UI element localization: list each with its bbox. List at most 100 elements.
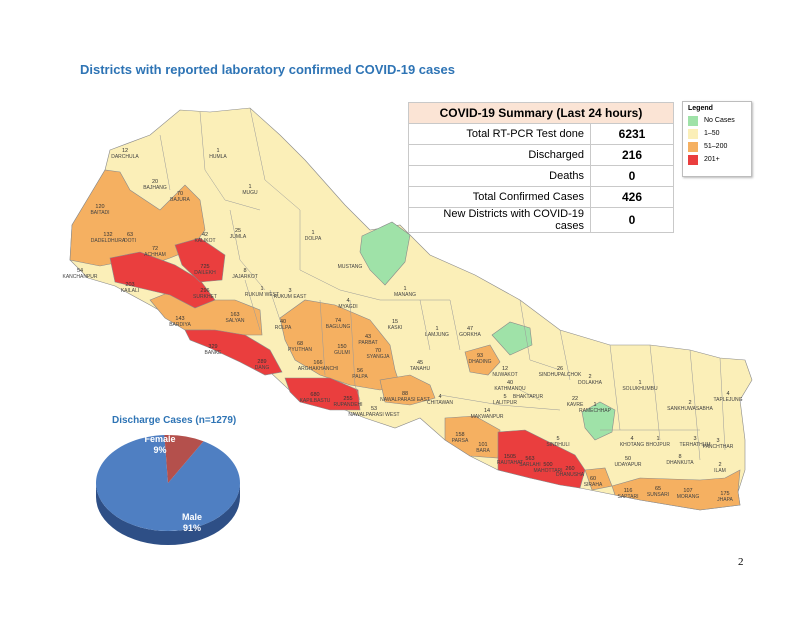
legend-item: No Cases [683, 114, 751, 127]
pie-pct-female: 9% [153, 445, 166, 455]
summary-row: New Districts with COVID-19 cases 0 [408, 207, 674, 233]
district-count: 63 [127, 232, 133, 238]
district-name: RAUTAHAT [497, 460, 523, 466]
pie-pct-male: 91% [183, 523, 201, 533]
district-count: 5 [556, 436, 559, 442]
district-name: KAILALI [121, 288, 139, 294]
region-ramechhap-green [581, 401, 616, 441]
district-name: TANAHU [410, 366, 431, 372]
district-count: 74 [335, 318, 341, 324]
district-count: 3 [288, 288, 291, 294]
page-number: 2 [738, 556, 744, 568]
district-count: 5 [503, 394, 506, 400]
region-manang-green [359, 221, 411, 286]
district-count: 158 [455, 432, 464, 438]
district-count: 26 [557, 366, 563, 372]
district-name: SIRAHA [584, 482, 603, 488]
district-count: 203 [125, 282, 134, 288]
district-name: MORANG [677, 494, 700, 500]
summary-value: 216 [590, 144, 674, 166]
district-name: MANANG [394, 292, 416, 298]
summary-row: Total RT-PCR Test done 6231 [408, 123, 674, 145]
district-name: BAITADI [90, 210, 109, 216]
district-name: TAPLEJUNG [713, 397, 742, 403]
district-name: BAJURA [170, 197, 190, 203]
district-name: DOLPA [305, 236, 322, 242]
district-name: DANG [255, 365, 270, 371]
district-name: RAMECHHAP [579, 408, 612, 414]
map-legend: Legend No Cases 1–50 51–200 201+ [682, 101, 752, 177]
district-name: ARGHAKHANCHI [298, 366, 338, 372]
district-name: SALYAN [226, 318, 245, 324]
district-name: NAWALPARASI WEST [348, 412, 399, 418]
district-name: RUPANDEHI [333, 402, 362, 408]
district-count: 329 [208, 344, 217, 350]
district-name: HUMLA [209, 154, 227, 160]
district-name: ILAM [714, 468, 726, 474]
district-count: 56 [357, 368, 363, 374]
page-title: Districts with reported laboratory confi… [80, 62, 455, 77]
legend-label: 51–200 [704, 143, 728, 150]
district-name: BARDIYA [169, 322, 191, 328]
district-name: GORKHA [459, 332, 481, 338]
district-name: DHANKUTA [666, 460, 694, 466]
district-count: 15 [392, 319, 398, 325]
region-kailali-red [109, 251, 216, 309]
district-count: 54 [77, 268, 83, 274]
region-rasuwa-green [491, 321, 533, 356]
district-name: BANKE [205, 350, 223, 356]
district-count: 163 [230, 312, 239, 318]
district-count: 12 [122, 148, 128, 154]
district-count: 42 [202, 232, 208, 238]
district-count: 93 [477, 353, 483, 359]
district-count: 101 [478, 442, 487, 448]
district-name: UDAYAPUR [614, 462, 641, 468]
district-count: 25 [235, 228, 241, 234]
legend-item: 201+ [683, 153, 751, 166]
legend-item: 1–50 [683, 127, 751, 140]
district-name: BAGLUNG [326, 324, 351, 330]
district-name: SAPTARI [617, 494, 638, 500]
summary-row: Total Confirmed Cases 426 [408, 186, 674, 208]
district-count: 47 [467, 326, 473, 332]
district-count: 3 [693, 436, 696, 442]
district-name: DHANUSHA [556, 472, 585, 478]
district-count: 43 [365, 334, 371, 340]
pie-slice-female [164, 435, 204, 483]
district-name: DOTI [124, 238, 136, 244]
legend-swatch [688, 115, 698, 126]
legend-item: 51–200 [683, 140, 751, 153]
district-name: SARLAHI [519, 462, 540, 468]
legend-swatch [688, 141, 698, 152]
region-madhesh-red [497, 429, 586, 489]
district-count: 60 [590, 476, 596, 482]
district-count: 40 [507, 380, 513, 386]
district-name: TERHATHUM [679, 442, 710, 448]
district-count: 22 [572, 396, 578, 402]
district-count: 8 [678, 454, 681, 460]
district-name: SANKHUWASABHA [667, 406, 713, 412]
district-count: 132 [103, 232, 112, 238]
legend-label: 1–50 [704, 130, 720, 137]
district-count: 1 [435, 326, 438, 332]
region-nawalparasi-orange [379, 374, 436, 406]
district-count: 500 [543, 462, 552, 468]
district-count: 88 [402, 391, 408, 397]
district-borders [159, 107, 726, 461]
district-count: 14 [484, 408, 490, 414]
district-count: 563 [525, 456, 534, 462]
district-count: 1505 [504, 454, 516, 460]
district-name: LAMJUNG [425, 332, 449, 338]
district-count: 166 [313, 360, 322, 366]
district-name: KAVRE [567, 402, 584, 408]
district-count: 1 [656, 436, 659, 442]
legend-label: No Cases [704, 117, 735, 124]
summary-label: Total RT-PCR Test done [408, 123, 591, 145]
district-count: 289 [257, 359, 266, 365]
district-name: MUGU [242, 190, 258, 196]
summary-label: New Districts with COVID-19 cases [408, 207, 591, 233]
district-count: 1 [216, 148, 219, 154]
district-count: 2 [688, 400, 691, 406]
legend-swatch [688, 128, 698, 139]
